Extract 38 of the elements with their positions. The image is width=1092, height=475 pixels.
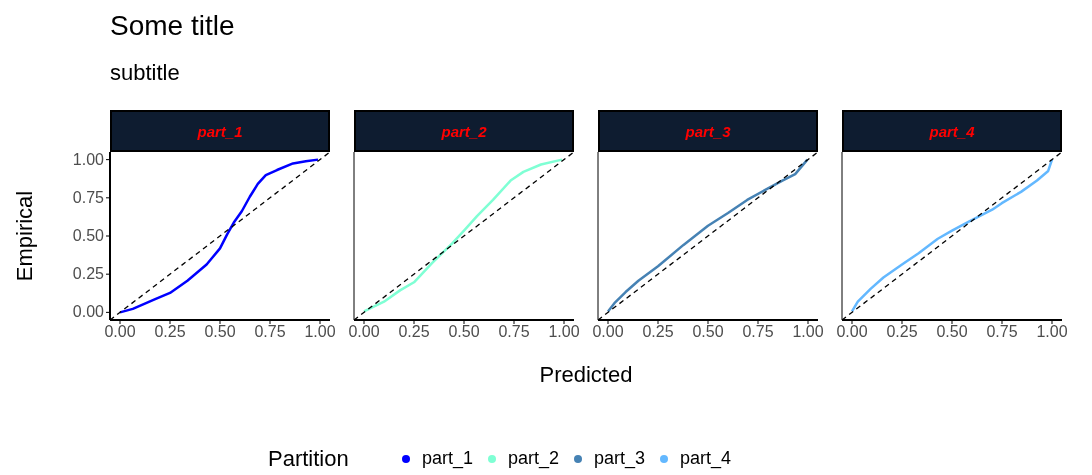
legend-label: part_2	[508, 448, 560, 469]
x-tick-label: 0.00	[836, 323, 868, 341]
x-tick-label: 0.50	[204, 323, 236, 341]
text: Predicted	[538, 362, 634, 388]
x-tick-label: 0.50	[448, 323, 480, 341]
x-tick-label: 0.75	[254, 323, 286, 341]
legend-label: part_4	[680, 448, 732, 469]
chart-title: part_1	[110, 110, 330, 152]
y-tick-label: 0.00	[72, 303, 105, 321]
y-axis-title: Empirical	[12, 190, 38, 282]
legend-label: part_1	[422, 448, 474, 469]
chart-title: part_2	[354, 110, 574, 152]
y-tick-label: 0.25	[72, 265, 105, 283]
x-tick-label: 0.25	[886, 323, 918, 341]
text: subtitle	[110, 60, 180, 86]
chart-title: part_4	[842, 110, 1062, 152]
x-tick-label: 1.00	[304, 323, 336, 341]
x-tick-label: 1.00	[548, 323, 580, 341]
text: Some title	[110, 10, 235, 42]
y-tick-label: 0.75	[72, 188, 105, 206]
x-tick-label: 0.00	[592, 323, 624, 341]
x-tick-label: 0.75	[986, 323, 1018, 341]
x-tick-label: 0.25	[154, 323, 186, 341]
x-tick-label: 0.00	[348, 323, 380, 341]
x-tick-label: 1.00	[1036, 323, 1068, 341]
y-tick-label: 1.00	[72, 150, 105, 168]
x-tick-label: 0.25	[642, 323, 674, 341]
chart-title: part_3	[598, 110, 818, 152]
x-tick-label: 0.75	[498, 323, 530, 341]
x-tick-label: 0.75	[742, 323, 774, 341]
legend-label: part_3	[594, 448, 646, 469]
legend-title: Partition	[268, 446, 349, 472]
x-tick-label: 0.00	[104, 323, 136, 341]
x-tick-label: 1.00	[792, 323, 824, 341]
x-tick-label: 0.25	[398, 323, 430, 341]
x-tick-label: 0.50	[692, 323, 724, 341]
y-tick-label: 0.50	[72, 227, 105, 244]
x-tick-label: 0.50	[936, 323, 968, 341]
